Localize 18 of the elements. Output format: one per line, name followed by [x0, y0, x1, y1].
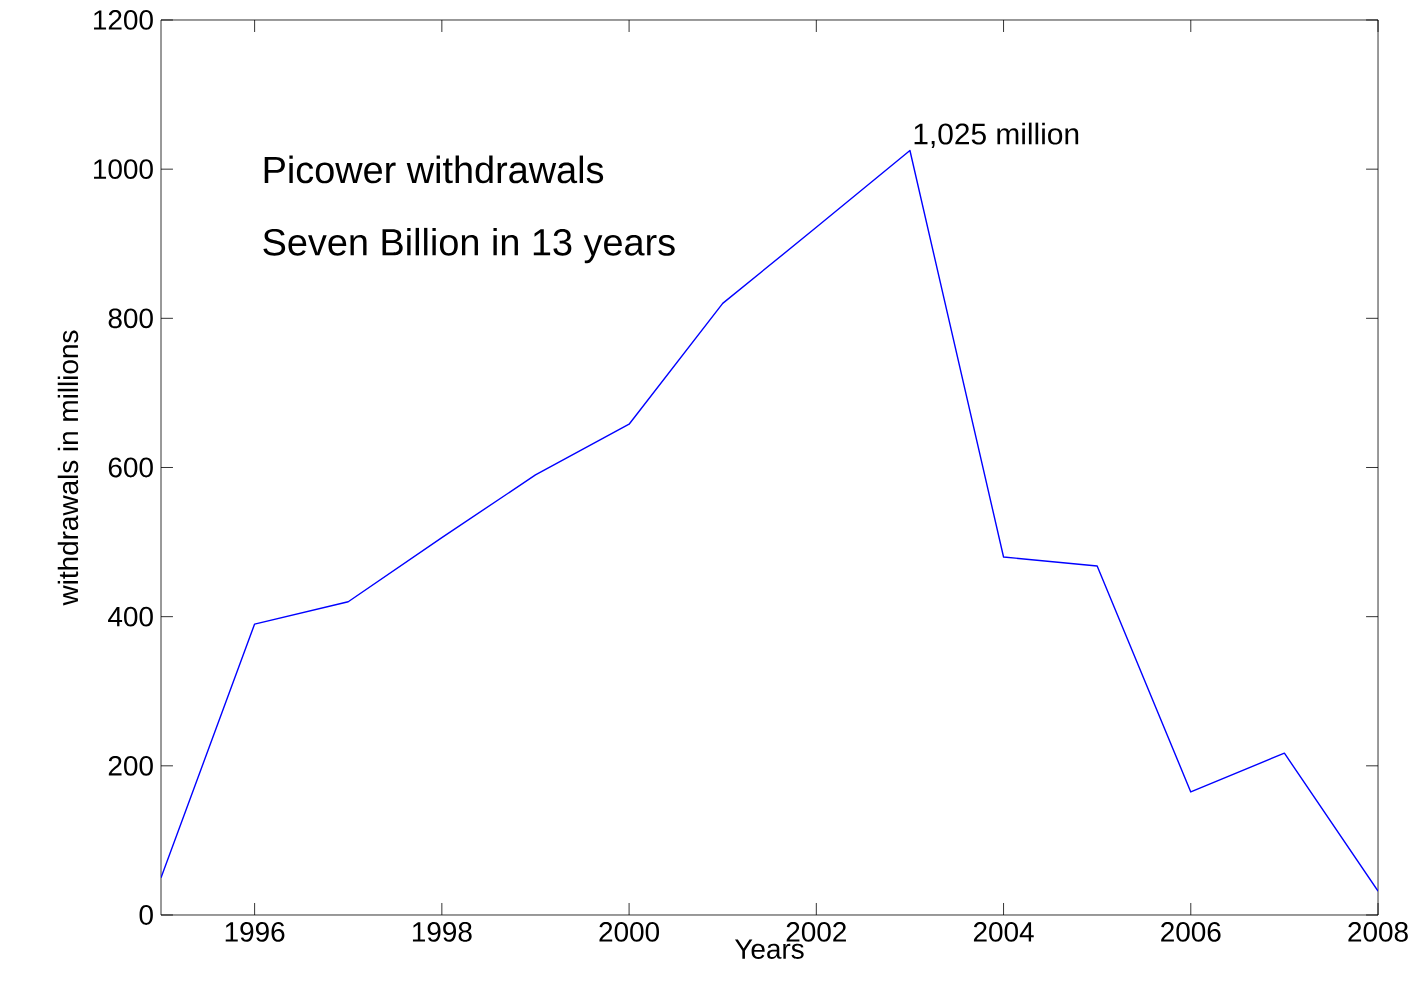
x-tick-label: 2004 — [973, 922, 1034, 942]
annotation: Seven Billion in 13 years — [263, 227, 675, 264]
line-series — [161, 149, 1379, 892]
y-tick-label: 400 — [108, 606, 153, 627]
y-tick-label: 1200 — [94, 10, 153, 30]
annotation: 1,025 million — [914, 122, 1079, 149]
y-tick-label: 200 — [108, 755, 153, 776]
y-tick-label: 800 — [108, 308, 153, 329]
x-tick-label: 1998 — [412, 922, 472, 942]
y-tick-label: 1000 — [94, 159, 153, 180]
x-tick-label: 2006 — [1161, 922, 1221, 942]
annotation: Picower withdrawals — [264, 155, 604, 184]
x-tick-label: 1996 — [225, 922, 285, 942]
x-tick-label: 2000 — [599, 922, 660, 942]
x-tick-label: 2008 — [1348, 922, 1408, 942]
y-tick-label: 0 — [139, 905, 153, 925]
y-axis-title: withdrawals in millions — [57, 330, 79, 606]
y-tick-label: 600 — [108, 457, 153, 478]
